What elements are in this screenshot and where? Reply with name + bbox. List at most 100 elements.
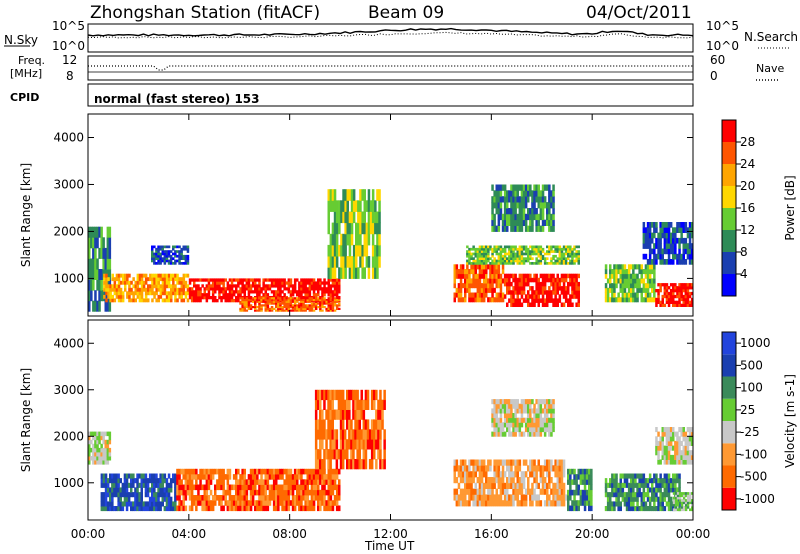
heatmap-cell xyxy=(520,431,524,437)
heatmap-cell xyxy=(569,254,572,258)
heatmap-cell xyxy=(165,259,169,263)
heatmap-cell xyxy=(268,287,272,291)
heatmap-cell xyxy=(144,482,148,488)
heatmap-cell xyxy=(623,292,627,298)
heatmap-cell xyxy=(220,495,223,501)
heatmap-cell xyxy=(333,233,337,246)
heatmap-cell xyxy=(611,482,614,488)
y-tick-label: 4000 xyxy=(53,130,84,144)
heatmap-cell xyxy=(558,281,562,287)
heatmap-cell xyxy=(474,262,477,265)
heatmap-cell xyxy=(655,482,658,488)
heatmap-cell xyxy=(531,417,534,423)
heatmap-cell xyxy=(134,496,137,502)
heatmap-cell xyxy=(667,487,671,493)
heatmap-cell xyxy=(130,492,133,498)
heatmap-cell xyxy=(140,273,144,278)
heatmap-cell xyxy=(375,459,378,470)
heatmap-cell xyxy=(220,296,223,300)
heatmap-cell xyxy=(146,492,150,498)
heatmap-cell xyxy=(329,419,332,430)
heatmap-cell xyxy=(214,489,217,496)
heatmap-cell xyxy=(466,273,469,279)
heatmap-cell xyxy=(335,290,339,294)
heatmap-cell xyxy=(333,495,337,501)
heatmap-cell xyxy=(195,287,198,291)
heatmap-cell xyxy=(310,297,314,300)
heatmap-cell xyxy=(211,287,215,291)
heatmap-cell xyxy=(373,429,376,440)
heatmap-cell xyxy=(343,399,347,410)
heatmap-cell xyxy=(184,262,188,265)
heatmap-cell xyxy=(518,417,522,423)
heatmap-cell xyxy=(285,297,288,300)
heatmap-cell xyxy=(640,482,643,488)
heatmap-cell xyxy=(170,287,173,292)
heatmap-cell xyxy=(335,211,339,224)
heatmap-cell xyxy=(510,500,513,507)
heatmap-cell xyxy=(539,247,543,251)
heatmap-cell xyxy=(672,294,675,299)
heatmap-cell xyxy=(90,226,93,238)
heatmap-cell xyxy=(344,222,347,235)
heatmap-cell xyxy=(354,409,357,420)
heatmap-cell xyxy=(251,500,255,506)
heatmap-cell xyxy=(314,489,318,496)
heatmap-cell xyxy=(632,292,635,298)
heatmap-cell xyxy=(153,252,156,256)
heatmap-cell xyxy=(653,478,656,484)
heatmap-cell xyxy=(615,273,618,279)
heatmap-cell xyxy=(653,473,656,479)
heatmap-cell xyxy=(367,233,371,246)
heatmap-cell xyxy=(634,492,637,498)
heatmap-cell xyxy=(230,290,234,294)
heatmap-cell xyxy=(337,399,341,410)
heatmap-cell xyxy=(312,468,316,475)
heatmap-cell xyxy=(514,184,517,191)
heatmap-cell xyxy=(499,287,503,293)
heatmap-cell xyxy=(136,492,139,498)
heatmap-cell xyxy=(333,284,337,288)
heatmap-cell xyxy=(686,427,690,433)
heatmap-cell xyxy=(642,278,646,284)
heatmap-cell xyxy=(491,408,494,414)
heatmap-cell xyxy=(314,287,318,291)
heatmap-cell xyxy=(314,429,318,440)
colorbar-tick-label: 25 xyxy=(740,403,755,417)
heatmap-cell xyxy=(529,413,532,419)
heatmap-cell xyxy=(241,474,244,480)
heatmap-cell xyxy=(167,294,171,299)
heatmap-cell xyxy=(275,302,278,305)
heatmap-cell xyxy=(331,278,335,282)
heatmap-cell xyxy=(275,468,278,475)
heatmap-cell xyxy=(281,309,284,312)
heatmap-cell xyxy=(111,492,114,498)
heatmap-cell xyxy=(180,247,183,251)
heatmap-cell xyxy=(88,447,91,453)
heatmap-cell xyxy=(105,287,108,292)
heatmap-cell xyxy=(510,294,513,299)
heatmap-cell xyxy=(638,269,641,275)
heatmap-cell xyxy=(96,269,99,280)
heatmap-cell xyxy=(604,297,608,303)
heatmap-cell xyxy=(569,281,572,287)
heatmap-cell xyxy=(157,245,160,249)
heatmap-cell xyxy=(527,213,530,221)
heatmap-cell xyxy=(98,279,101,291)
heatmap-cell xyxy=(327,302,330,305)
heatmap-cell xyxy=(355,256,358,268)
heatmap-cell xyxy=(533,302,536,307)
heatmap-cell xyxy=(560,254,564,258)
heatmap-cell xyxy=(478,264,482,270)
heatmap-cell xyxy=(518,500,522,507)
heatmap-cell xyxy=(230,278,234,282)
heatmap-cell xyxy=(632,501,635,507)
heatmap-cell xyxy=(508,213,511,221)
heatmap-cell xyxy=(531,277,534,283)
heatmap-cell xyxy=(619,287,622,293)
heatmap-cell xyxy=(541,273,545,279)
heatmap-cell xyxy=(174,478,177,484)
heatmap-cell xyxy=(203,468,206,475)
heatmap-cell xyxy=(552,408,555,414)
heatmap-cell xyxy=(283,505,286,512)
